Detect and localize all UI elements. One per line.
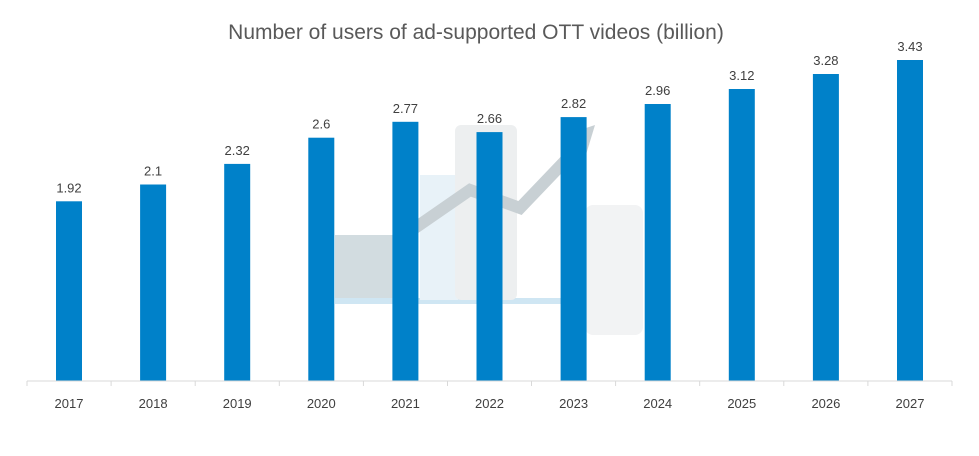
bar-2017 — [56, 201, 82, 381]
x-tick-label-2025: 2025 — [727, 396, 756, 411]
bar-2018 — [140, 184, 167, 381]
x-tick-label-2021: 2021 — [391, 396, 420, 411]
bar-2023 — [560, 117, 587, 381]
bar-2025 — [728, 89, 755, 381]
bar-2019 — [224, 163, 251, 381]
data-label-2018: 2.1 — [144, 164, 162, 179]
data-label-2022: 2.66 — [477, 111, 502, 126]
data-label-2025: 3.12 — [729, 68, 754, 83]
data-label-2019: 2.32 — [225, 143, 250, 158]
x-tick-label-2023: 2023 — [559, 396, 588, 411]
data-label-2027: 3.43 — [897, 39, 922, 54]
data-label-2017: 1.92 — [56, 180, 81, 195]
x-tick-label-2019: 2019 — [223, 396, 252, 411]
bar-2021 — [392, 121, 419, 382]
x-ticks-group — [26, 381, 953, 386]
data-label-2024: 2.96 — [645, 83, 670, 98]
x-tick-label-2024: 2024 — [643, 396, 672, 411]
data-labels-group: 1.92 2.1 2.32 2.6 2.77 2.66 2.82 2.96 3.12 3.28 3.… — [56, 39, 922, 195]
x-tick-label-2017: 2017 — [55, 396, 84, 411]
bar-2024 — [644, 104, 671, 381]
data-label-2021: 2.77 — [393, 101, 418, 116]
x-tick-label-2026: 2026 — [811, 396, 840, 411]
x-tick-labels-group: 2017 2018 2019 2020 2021 2022 2023 2024 2025 2026… — [55, 396, 925, 411]
x-tick-label-2020: 2020 — [307, 396, 336, 411]
bar-2020 — [308, 137, 335, 381]
bars-group — [56, 60, 923, 382]
data-label-2026: 3.28 — [813, 53, 838, 68]
x-tick-label-2022: 2022 — [475, 396, 504, 411]
data-label-2023: 2.82 — [561, 96, 586, 111]
bar-2027 — [897, 60, 923, 381]
x-tick-label-2027: 2027 — [896, 396, 925, 411]
chart-title: Number of users of ad-supported OTT vide… — [228, 21, 724, 44]
x-tick-label-2018: 2018 — [139, 396, 168, 411]
bar-2022 — [476, 132, 503, 381]
bar-2026 — [812, 74, 839, 381]
data-label-2020: 2.6 — [312, 117, 330, 132]
